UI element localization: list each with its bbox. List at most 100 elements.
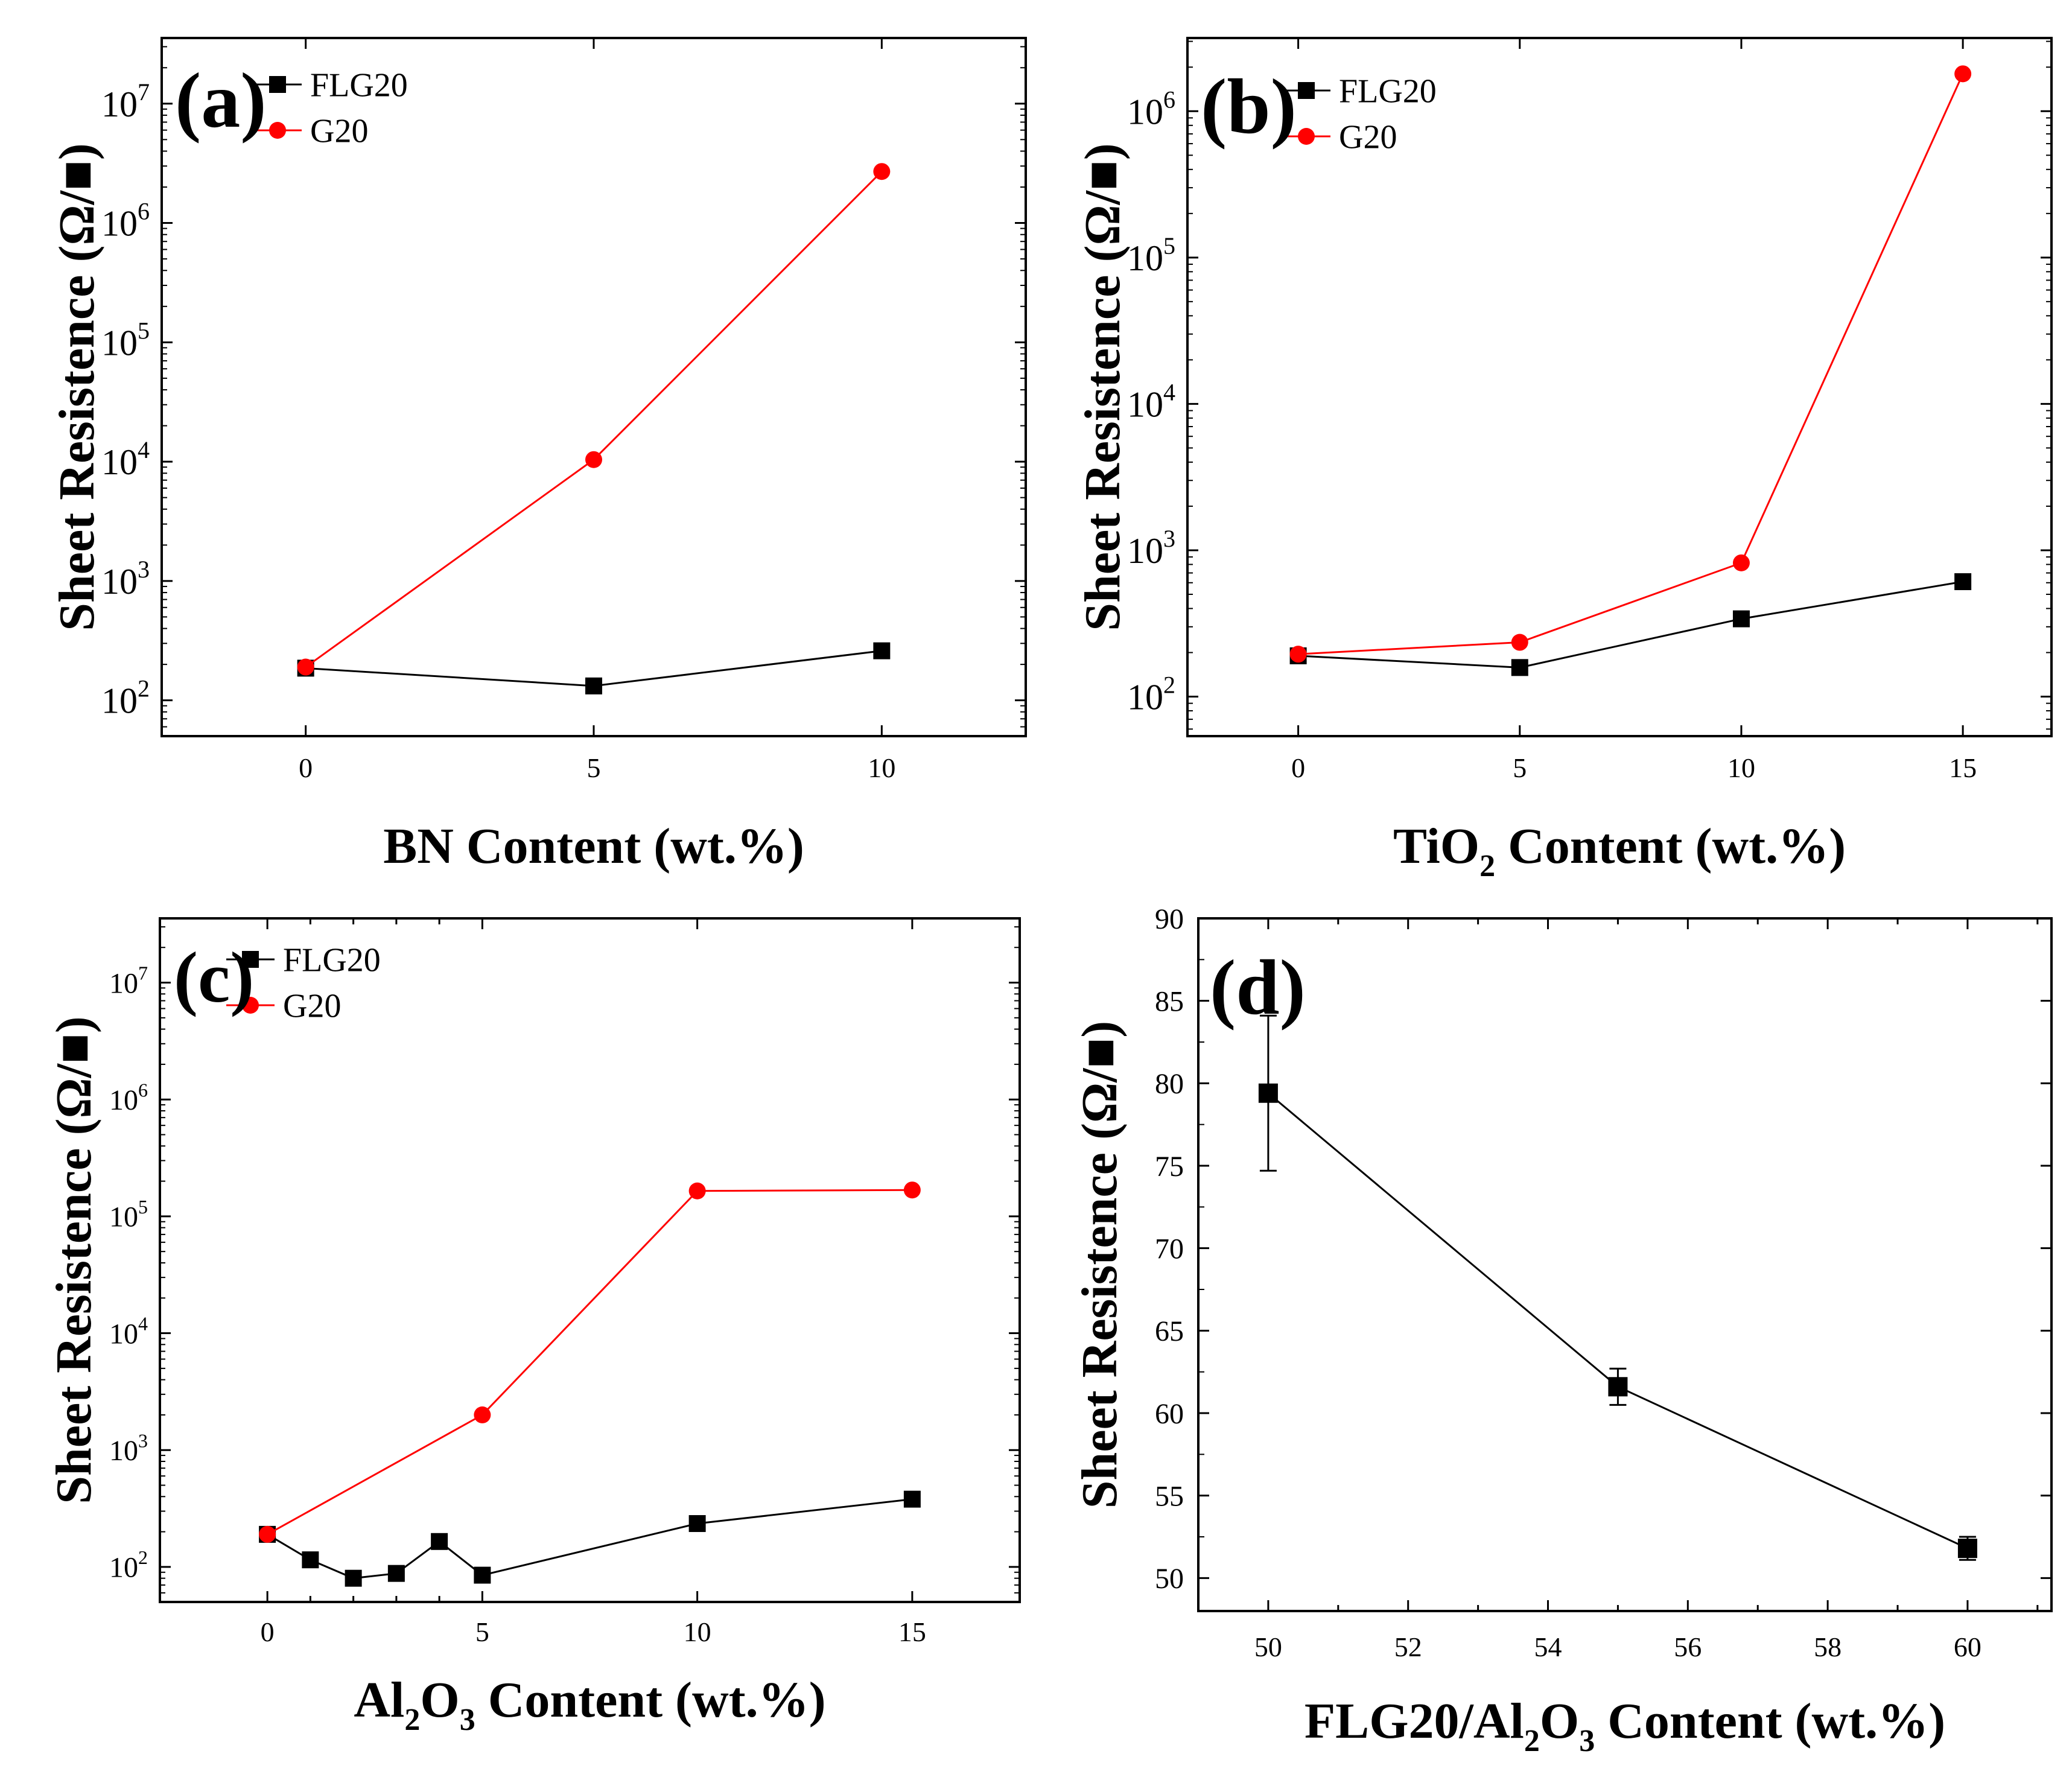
y-tick-exponent: 7 (138, 78, 150, 106)
y-tick-label: 105 (109, 1196, 148, 1233)
y-tick-label: 107 (101, 78, 150, 124)
data-point (345, 1569, 362, 1587)
y-tick-base: 10 (101, 204, 138, 244)
y-tick-label: 103 (109, 1429, 148, 1467)
x-axis-title-subscript: 3 (460, 1703, 475, 1737)
panel-label: (b) (1201, 63, 1297, 150)
x-axis-title-part: Al (354, 1672, 404, 1728)
data-point (1511, 659, 1528, 676)
data-point (873, 642, 891, 659)
y-tick-base: 10 (101, 442, 138, 482)
plot-frame (1186, 37, 2053, 737)
y-tick-base: 10 (1127, 678, 1163, 717)
y-tick-label: 65 (1155, 1315, 1184, 1347)
y-tick-label: 90 (1155, 903, 1184, 935)
x-axis-title-part: Content (wt.%) (475, 1672, 826, 1728)
data-point (474, 1406, 491, 1423)
y-tick-label: 85 (1155, 985, 1184, 1017)
y-tick-label: 106 (101, 198, 150, 244)
y-tick-label: 75 (1155, 1151, 1184, 1183)
data-point (1954, 573, 1972, 591)
x-tick-label: 50 (1254, 1632, 1282, 1662)
y-tick-exponent: 7 (138, 962, 148, 984)
legend-label: FLG20 (1339, 73, 1437, 110)
y-tick-label: 102 (1127, 672, 1175, 717)
panel-label: (a) (175, 57, 267, 144)
series-line (267, 1498, 913, 1580)
x-axis-title-subscript: 2 (1524, 1724, 1540, 1758)
y-tick-base: 10 (101, 323, 138, 363)
y-tick-label: 103 (1127, 525, 1175, 571)
y-tick-label: 105 (101, 317, 150, 363)
series-line (1298, 580, 1963, 669)
x-axis-title-subscript: 2 (1479, 849, 1495, 883)
x-tick-label: 0 (1291, 752, 1305, 783)
data-point (903, 1490, 921, 1508)
x-tick-label: 52 (1394, 1632, 1422, 1662)
legend-marker (242, 997, 259, 1014)
y-tick-exponent: 4 (138, 1313, 148, 1335)
y-tick-label: 102 (109, 1546, 148, 1584)
data-point (431, 1533, 448, 1550)
legend-label: G20 (1339, 119, 1397, 156)
x-tick-label: 15 (898, 1616, 926, 1647)
y-tick-label: 106 (1127, 86, 1175, 132)
y-tick-label: 104 (109, 1313, 148, 1350)
y-tick-exponent: 5 (138, 1196, 148, 1218)
y-tick-label: 107 (109, 962, 148, 1000)
x-axis-title: Al2​O3​ Content (wt.%) (354, 1672, 825, 1737)
plot-frame (159, 917, 1021, 1603)
y-tick-label: 103 (101, 556, 150, 602)
x-tick-label: 60 (1954, 1632, 1981, 1662)
data-point (1608, 1377, 1628, 1397)
x-axis-title-part: O (1540, 1693, 1579, 1749)
legend-marker (269, 76, 286, 93)
y-tick-label: 70 (1155, 1233, 1184, 1265)
y-tick-exponent: 6 (1163, 86, 1175, 113)
y-tick-base: 10 (109, 1435, 138, 1467)
y-axis-title: Sheet Resistence (Ω/■) (49, 143, 105, 631)
y-tick-label: 80 (1155, 1068, 1184, 1100)
legend-label: FLG20 (310, 67, 408, 104)
data-point (1732, 554, 1750, 571)
data-point (688, 1515, 706, 1533)
legend-label: G20 (283, 988, 341, 1025)
y-tick-exponent: 4 (1163, 378, 1175, 405)
data-point (297, 658, 314, 676)
y-tick-label: 60 (1155, 1398, 1184, 1430)
x-tick-label: 10 (1727, 752, 1755, 783)
x-axis-title-part: FLG20/Al (1305, 1693, 1524, 1749)
data-point (688, 1182, 706, 1200)
data-point (1957, 1539, 1977, 1559)
data-point (903, 1181, 921, 1199)
x-tick-label: 10 (684, 1616, 711, 1647)
x-tick-label: 0 (261, 1616, 275, 1647)
y-tick-label: 50 (1155, 1563, 1184, 1595)
series-line (1267, 1092, 1968, 1549)
y-tick-label: 106 (109, 1079, 148, 1116)
data-point (259, 1525, 276, 1543)
x-axis-title-part: Content (wt.%) (1595, 1693, 1945, 1749)
data-point (302, 1551, 319, 1569)
x-tick-label: 5 (587, 752, 601, 783)
data-point (585, 677, 602, 694)
y-axis-title: Sheet Resistence (Ω/■) (1072, 1021, 1128, 1508)
y-tick-base: 10 (109, 967, 138, 999)
series-line (305, 171, 883, 668)
y-tick-exponent: 4 (138, 436, 150, 463)
y-tick-exponent: 3 (138, 556, 150, 583)
x-axis-title: FLG20/Al2​O3​ Content (wt.%) (1305, 1693, 1945, 1758)
y-tick-base: 10 (109, 1318, 138, 1350)
series-line (267, 1189, 912, 1536)
y-tick-label: 55 (1155, 1480, 1184, 1512)
y-tick-exponent: 3 (1163, 525, 1175, 552)
data-point (873, 163, 891, 180)
y-axis-title: Sheet Resistence (Ω/■) (1075, 143, 1131, 631)
legend-marker (1298, 128, 1315, 145)
legend-marker (1298, 82, 1315, 99)
legend-label: G20 (310, 113, 368, 150)
y-tick-base: 10 (1127, 531, 1163, 571)
data-point (1511, 634, 1528, 651)
x-tick-label: 56 (1674, 1632, 1702, 1662)
